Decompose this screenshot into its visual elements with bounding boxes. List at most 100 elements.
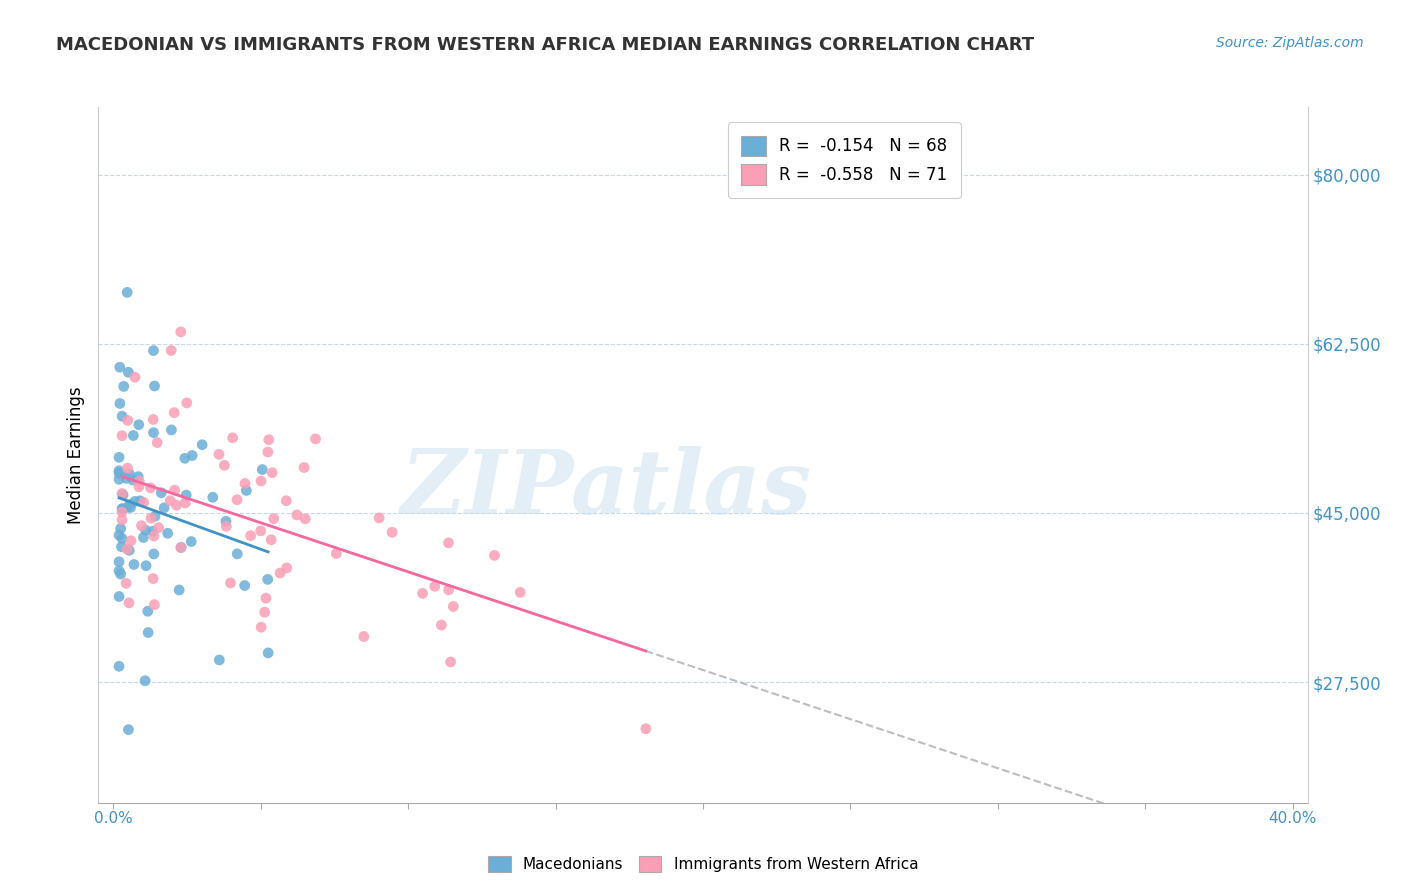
Point	[292, 460, 315, 475]
Point	[170, 541, 193, 555]
Point	[108, 472, 131, 486]
Point	[250, 474, 273, 488]
Point	[117, 461, 139, 475]
Point	[257, 433, 280, 447]
Point	[170, 325, 193, 339]
Point	[173, 451, 195, 466]
Point	[252, 462, 274, 476]
Point	[134, 673, 156, 688]
Point	[111, 513, 134, 527]
Point	[136, 604, 159, 618]
Point	[127, 469, 149, 483]
Point	[118, 498, 141, 512]
Text: 40.0%: 40.0%	[1268, 811, 1317, 825]
Point	[250, 620, 273, 634]
Point	[110, 522, 132, 536]
Y-axis label: Median Earnings: Median Earnings	[66, 386, 84, 524]
Point	[128, 417, 150, 432]
Point	[170, 541, 193, 555]
Point	[221, 431, 243, 445]
Point	[269, 566, 291, 580]
Point	[233, 476, 256, 491]
Point	[143, 379, 166, 393]
Point	[142, 412, 165, 426]
Point	[226, 492, 249, 507]
Point	[124, 370, 146, 384]
Point	[239, 529, 262, 543]
Point	[120, 533, 142, 548]
Point	[159, 493, 181, 508]
Point	[108, 450, 131, 465]
Point	[208, 653, 231, 667]
Point	[215, 514, 238, 528]
Point	[208, 447, 231, 461]
Point	[166, 498, 188, 512]
Point	[167, 582, 190, 597]
Point	[132, 495, 155, 509]
Point	[142, 572, 165, 586]
Point	[111, 501, 134, 516]
Point	[256, 573, 278, 587]
Point	[111, 409, 134, 424]
Point	[153, 500, 176, 515]
Point	[115, 576, 138, 591]
Point	[191, 438, 214, 452]
Point	[129, 493, 152, 508]
Point	[181, 449, 204, 463]
Point	[143, 509, 166, 524]
Point	[174, 496, 197, 510]
Point	[136, 625, 159, 640]
Point	[294, 512, 316, 526]
Point	[132, 531, 155, 545]
Point	[254, 591, 277, 606]
Text: 0.0%: 0.0%	[94, 811, 132, 825]
Point	[139, 481, 162, 495]
Point	[439, 655, 461, 669]
Point	[150, 485, 173, 500]
Point	[441, 599, 464, 614]
Point	[201, 491, 224, 505]
Point	[108, 466, 131, 480]
Point	[276, 493, 298, 508]
Point	[325, 547, 347, 561]
Point	[117, 365, 139, 379]
Point	[115, 542, 138, 557]
Point	[139, 511, 162, 525]
Point	[353, 630, 375, 644]
Point	[163, 483, 186, 498]
Point	[260, 533, 283, 547]
Point	[142, 547, 165, 561]
Point	[257, 646, 280, 660]
Text: ZIPatlas: ZIPatlas	[401, 447, 811, 533]
Point	[112, 379, 135, 393]
Point	[262, 466, 284, 480]
Point	[108, 528, 131, 542]
Point	[174, 488, 197, 502]
Point	[226, 547, 249, 561]
Point	[117, 413, 139, 427]
Point	[142, 343, 165, 358]
Point	[176, 396, 198, 410]
Point	[128, 480, 150, 494]
Legend: Macedonians, Immigrants from Western Africa: Macedonians, Immigrants from Western Afr…	[479, 848, 927, 880]
Point	[163, 406, 186, 420]
Point	[108, 659, 131, 673]
Point	[263, 512, 285, 526]
Point	[108, 396, 131, 410]
Point	[304, 432, 326, 446]
Point	[148, 520, 170, 534]
Point	[146, 435, 169, 450]
Point	[108, 555, 131, 569]
Point	[135, 558, 157, 573]
Point	[412, 586, 434, 600]
Point	[276, 561, 298, 575]
Point	[118, 543, 141, 558]
Point	[142, 425, 165, 440]
Point	[214, 458, 236, 473]
Point	[108, 464, 131, 478]
Point	[111, 532, 134, 546]
Point	[124, 494, 146, 508]
Text: MACEDONIAN VS IMMIGRANTS FROM WESTERN AFRICA MEDIAN EARNINGS CORRELATION CHART: MACEDONIAN VS IMMIGRANTS FROM WESTERN AF…	[56, 36, 1035, 54]
Point	[484, 549, 506, 563]
Point	[437, 536, 460, 550]
